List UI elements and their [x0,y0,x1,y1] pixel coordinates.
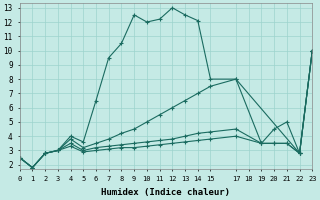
X-axis label: Humidex (Indice chaleur): Humidex (Indice chaleur) [101,188,230,197]
